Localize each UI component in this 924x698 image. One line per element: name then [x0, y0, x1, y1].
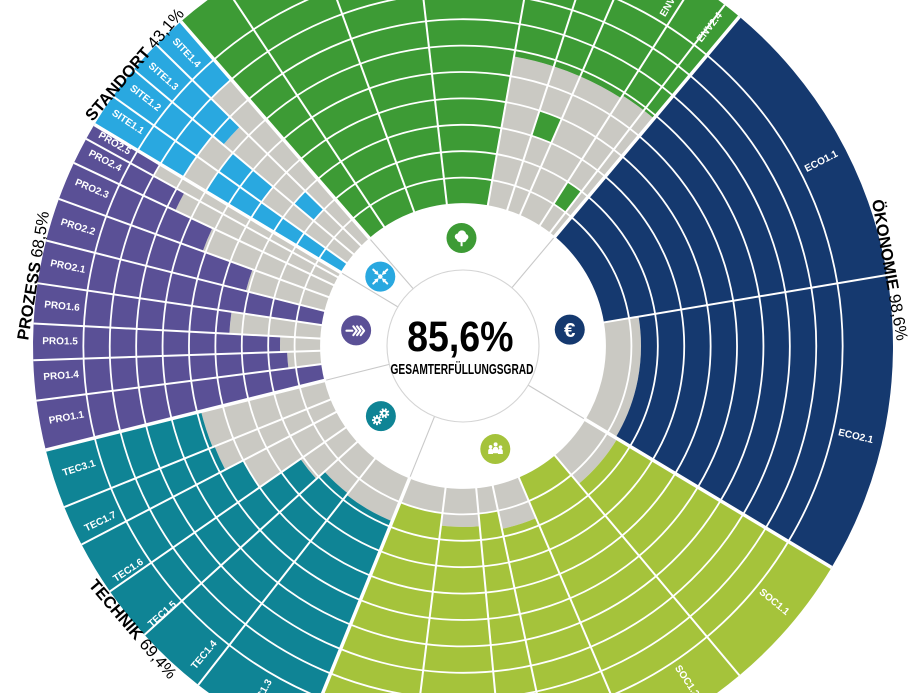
svg-text:PRO1.4: PRO1.4 — [43, 369, 80, 383]
svg-text:PRO1.6: PRO1.6 — [44, 299, 81, 313]
svg-text:GESAMTERFÜLLUNGSGRAD: GESAMTERFÜLLUNGSGRAD — [391, 361, 534, 378]
svg-text:€: € — [564, 319, 576, 342]
svg-text:PRO1.5: PRO1.5 — [42, 336, 78, 347]
svg-text:85,6%: 85,6% — [407, 314, 513, 361]
